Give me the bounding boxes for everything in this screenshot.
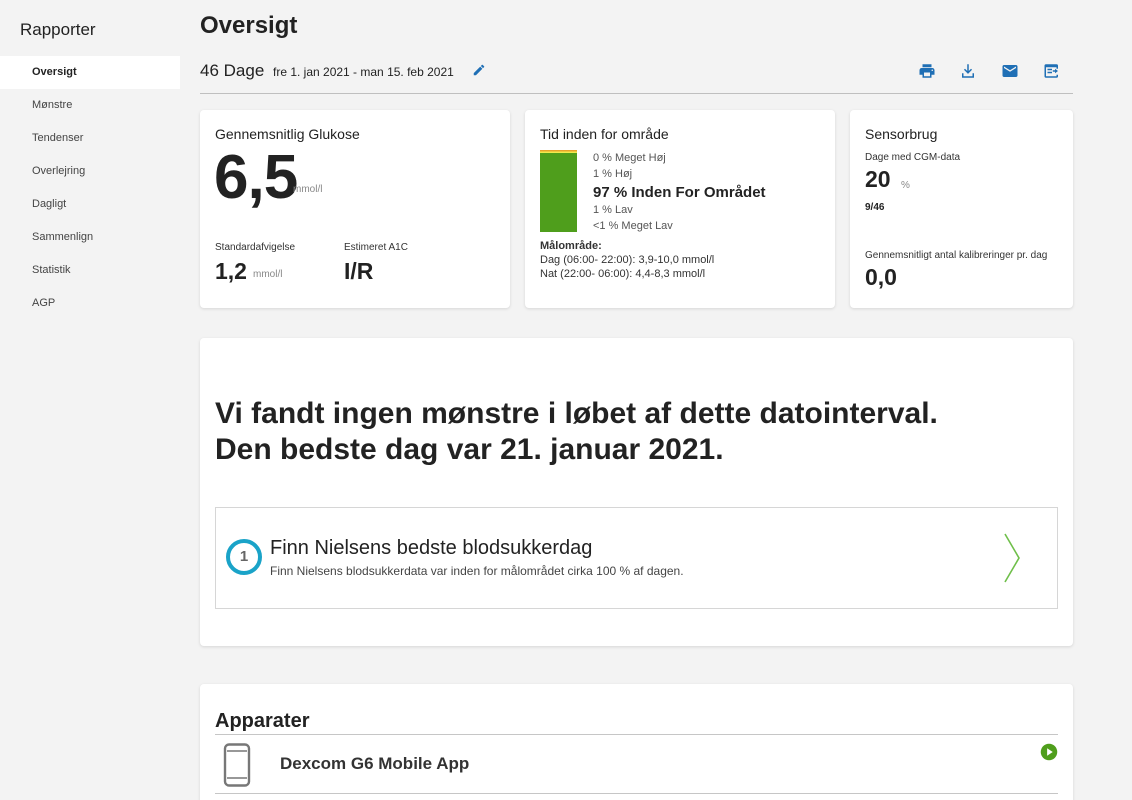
patterns-card: Vi fandt ingen mønstre i løbet af dette … — [200, 338, 1073, 646]
sensor-card-title: Sensorbrug — [865, 126, 938, 142]
play-circle-icon[interactable] — [1040, 743, 1058, 761]
devices-card: Apparater Dexcom G6 Mobile App — [200, 684, 1073, 800]
devices-title: Apparater — [215, 710, 310, 732]
cgm-days-unit: % — [901, 180, 910, 191]
target-range-day: Dag (06:00- 22:00): 3,9-10,0 mmol/l — [540, 254, 715, 266]
sidebar-item-monstre[interactable]: Mønstre — [32, 99, 73, 111]
tir-very-high: 0 % Meget Høj — [593, 152, 666, 164]
sd-value: 1,2 — [215, 258, 247, 284]
sidebar-item-overlejring[interactable]: Overlejring — [32, 165, 86, 177]
target-range-night: Nat (22:00- 06:00): 4,4-8,3 mmol/l — [540, 268, 706, 280]
sensor-usage-card: Sensorbrug Dage med CGM-data 20 % 9/46 G… — [850, 110, 1073, 308]
calibrations-label: Gennemsnitligt antal kalibreringer pr. d… — [865, 250, 1048, 261]
a1c-label: Estimeret A1C — [344, 242, 408, 253]
best-day-item[interactable]: 1 Finn Nielsens bedste blodsukkerdag Fin… — [215, 507, 1058, 609]
email-icon[interactable] — [1001, 62, 1019, 80]
patterns-heading-line1: Vi fandt ingen mønstre i løbet af dette … — [215, 397, 938, 430]
tir-high: 1 % Høj — [593, 168, 633, 180]
tir-very-low: <1 % Meget Lav — [593, 220, 673, 232]
best-day-title: Finn Nielsens bedste blodsukkerdag — [270, 537, 593, 559]
device-row[interactable]: Dexcom G6 Mobile App — [215, 734, 1058, 794]
date-range-bar: 46 Dage fre 1. jan 2021 - man 15. feb 20… — [200, 58, 1073, 94]
phone-icon — [223, 743, 251, 787]
patterns-heading: Vi fandt ingen mønstre i løbet af dette … — [215, 396, 1055, 468]
average-glucose-value: 6,5 — [214, 143, 298, 212]
page-title: Oversigt — [200, 12, 298, 39]
best-day-badge: 1 — [226, 539, 262, 575]
sidebar-item-statistik[interactable]: Statistik — [32, 264, 71, 276]
average-glucose-card: Gennemsnitlig Glukose 6,5 mmol/l Standar… — [200, 110, 510, 308]
sidebar-title: Rapporter — [20, 20, 96, 39]
edit-icon[interactable] — [472, 63, 486, 77]
cgm-days-fraction: 9/46 — [865, 202, 885, 213]
sidebar-item-oversigt[interactable]: Oversigt — [0, 56, 180, 89]
range-dates: fre 1. jan 2021 - man 15. feb 2021 — [273, 65, 454, 79]
print-icon[interactable] — [918, 62, 936, 80]
best-day-subtitle: Finn Nielsens blodsukkerdata var inden f… — [270, 564, 684, 578]
sidebar-item-dagligt[interactable]: Dagligt — [32, 198, 67, 210]
sidebar: Rapporter Oversigt Mønstre Tendenser Ove… — [0, 0, 180, 800]
sidebar-item-tendenser[interactable]: Tendenser — [32, 132, 84, 144]
tir-segment-very-high — [540, 150, 577, 152]
cgm-days-label: Dage med CGM-data — [865, 152, 961, 163]
sidebar-nav: Oversigt Mønstre Tendenser Overlejring D… — [0, 56, 180, 320]
tir-card-title: Tid inden for område — [540, 126, 669, 142]
sidebar-item-agp[interactable]: AGP — [32, 297, 56, 309]
a1c-value: I/R — [344, 258, 374, 284]
sd-unit: mmol/l — [253, 269, 283, 280]
calibrations-value: 0,0 — [865, 264, 897, 290]
glucose-card-title: Gennemsnitlig Glukose — [215, 126, 360, 142]
export-icon[interactable] — [1043, 62, 1061, 80]
time-in-range-bar — [540, 150, 577, 232]
glucose-unit: mmol/l — [293, 184, 323, 195]
download-icon[interactable] — [959, 62, 977, 80]
cgm-days-value: 20 — [865, 166, 891, 192]
tir-in-range: 97 % Inden For Området — [593, 184, 766, 201]
tir-segment-high — [540, 151, 577, 153]
sd-label: Standardafvigelse — [215, 242, 296, 253]
patterns-heading-line2: Den bedste dag var 21. januar 2021. — [215, 433, 724, 466]
chevron-right-icon[interactable] — [1003, 532, 1021, 584]
tir-segment-in-range — [540, 153, 577, 232]
time-in-range-card: Tid inden for område 0 % Meget Høj 1 % H… — [525, 110, 835, 308]
sidebar-item-sammenlign[interactable]: Sammenlign — [32, 231, 94, 243]
range-days: 46 Dage — [200, 61, 265, 80]
target-range-title: Målområde: — [540, 240, 602, 252]
device-name: Dexcom G6 Mobile App — [280, 754, 470, 773]
tir-low: 1 % Lav — [593, 204, 633, 216]
